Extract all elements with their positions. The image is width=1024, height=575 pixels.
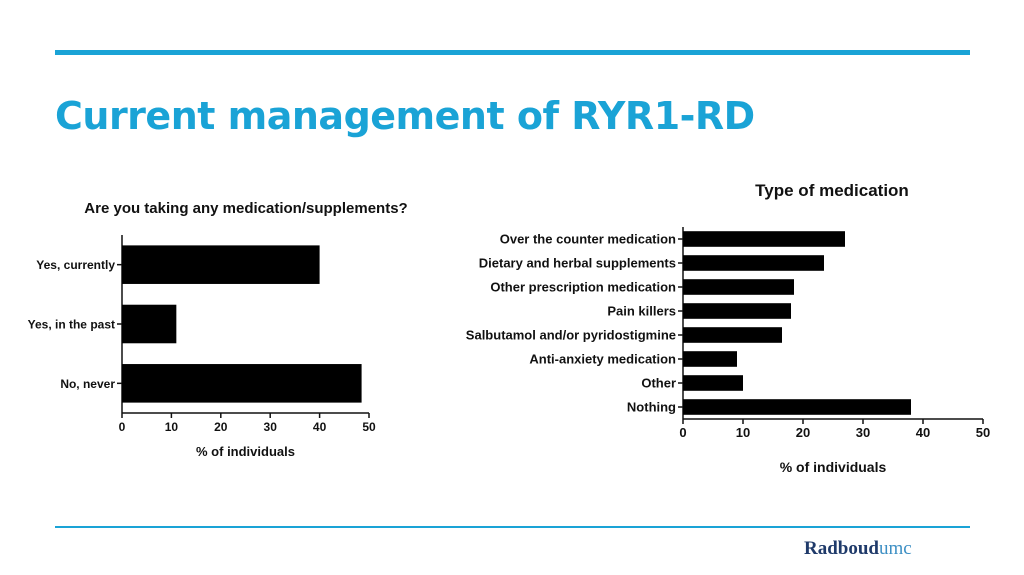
category-label: Dietary and herbal supplements <box>479 256 676 271</box>
radboudumc-logo: Radboudumc <box>804 538 912 560</box>
bar <box>683 255 824 271</box>
bar <box>122 245 320 284</box>
category-label: Yes, in the past <box>28 318 115 332</box>
x-axis-label: % of individuals <box>196 444 295 459</box>
logo-part-1: Radboud <box>804 538 879 559</box>
chart-title: Are you taking any medication/supplement… <box>84 200 407 217</box>
logo-part-2: umc <box>879 538 912 559</box>
medication-usage-chart: Are you taking any medication/supplement… <box>28 200 408 459</box>
bar <box>683 303 791 319</box>
category-label: No, never <box>60 377 115 391</box>
category-label: Anti-anxiety medication <box>529 352 676 367</box>
x-tick-label: 30 <box>264 420 278 434</box>
category-label: Salbutamol and/or pyridostigmine <box>466 328 676 343</box>
bar <box>683 351 737 367</box>
top-accent-rule <box>55 50 970 55</box>
chart-title: Type of medication <box>755 181 909 200</box>
x-tick-label: 20 <box>796 425 810 440</box>
bar <box>683 399 911 415</box>
category-label: Other prescription medication <box>490 280 676 295</box>
x-tick-label: 30 <box>856 425 870 440</box>
x-tick-label: 20 <box>214 420 228 434</box>
bar <box>683 375 743 391</box>
x-tick-label: 50 <box>362 420 376 434</box>
bar <box>122 304 177 344</box>
category-label: Over the counter medication <box>500 232 676 247</box>
category-label: Yes, currently <box>36 258 115 272</box>
x-tick-label: 0 <box>119 420 126 434</box>
x-tick-label: 40 <box>313 420 327 434</box>
bar <box>683 231 845 247</box>
x-axis-label: % of individuals <box>780 459 887 475</box>
x-tick-label: 40 <box>916 425 930 440</box>
x-tick-label: 0 <box>679 425 686 440</box>
bar <box>683 279 794 295</box>
x-tick-label: 10 <box>165 420 179 434</box>
medication-type-chart: Type of medication 0 10 20 30 40 50 % of indivi… <box>466 181 990 475</box>
category-label: Nothing <box>627 400 676 415</box>
bar <box>683 327 782 343</box>
category-label: Pain killers <box>607 304 676 319</box>
bottom-accent-rule <box>55 526 970 528</box>
x-tick-label: 10 <box>736 425 750 440</box>
slide-title: Current management of RYR1-RD <box>55 94 755 138</box>
x-tick-label: 50 <box>976 425 990 440</box>
category-label: Other <box>641 376 676 391</box>
bar <box>122 364 362 403</box>
